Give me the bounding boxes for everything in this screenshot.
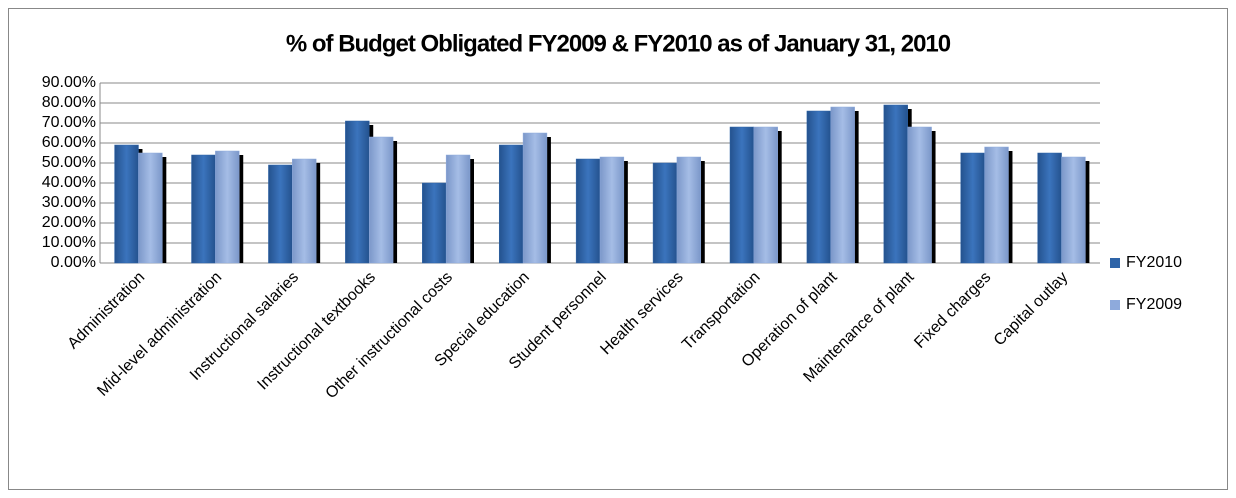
bar [652, 162, 678, 264]
bar [753, 126, 778, 264]
y-tick-label: 90.00% [42, 74, 96, 91]
bar [445, 154, 471, 264]
bar [599, 156, 625, 264]
bar [191, 154, 216, 264]
bar [345, 120, 370, 264]
y-tick-label: 20.00% [42, 214, 96, 231]
bar [676, 156, 702, 264]
legend-label: FY2010 [1126, 254, 1182, 271]
bar [215, 150, 240, 264]
y-tick-label: 80.00% [42, 94, 96, 111]
bar [883, 104, 908, 264]
y-tick-label: 40.00% [42, 174, 96, 191]
bar [907, 126, 932, 264]
bar [575, 158, 601, 264]
y-tick-label: 60.00% [42, 134, 96, 151]
bar [114, 144, 139, 264]
y-tick-label: 0.00% [51, 254, 96, 271]
bar [498, 144, 524, 264]
bar [806, 110, 832, 264]
bar [1061, 156, 1086, 264]
bar [729, 126, 755, 264]
bar [960, 152, 985, 264]
y-tick-label: 70.00% [42, 114, 96, 131]
legend-swatch [1110, 300, 1120, 310]
bar [984, 146, 1009, 264]
legend-swatch [1110, 258, 1120, 268]
bar [268, 164, 293, 264]
bar [1037, 152, 1062, 264]
y-tick-label: 10.00% [42, 234, 96, 251]
bar [368, 136, 394, 264]
bar [522, 132, 548, 264]
bar [830, 106, 855, 264]
y-tick-label: 30.00% [42, 194, 96, 211]
y-tick-label: 50.00% [42, 154, 96, 171]
bar [292, 158, 317, 264]
bar [422, 182, 447, 264]
legend-label: FY2009 [1126, 296, 1182, 313]
chart-title: % of Budget Obligated FY2009 & FY2010 as… [286, 30, 951, 57]
bar [138, 152, 163, 264]
